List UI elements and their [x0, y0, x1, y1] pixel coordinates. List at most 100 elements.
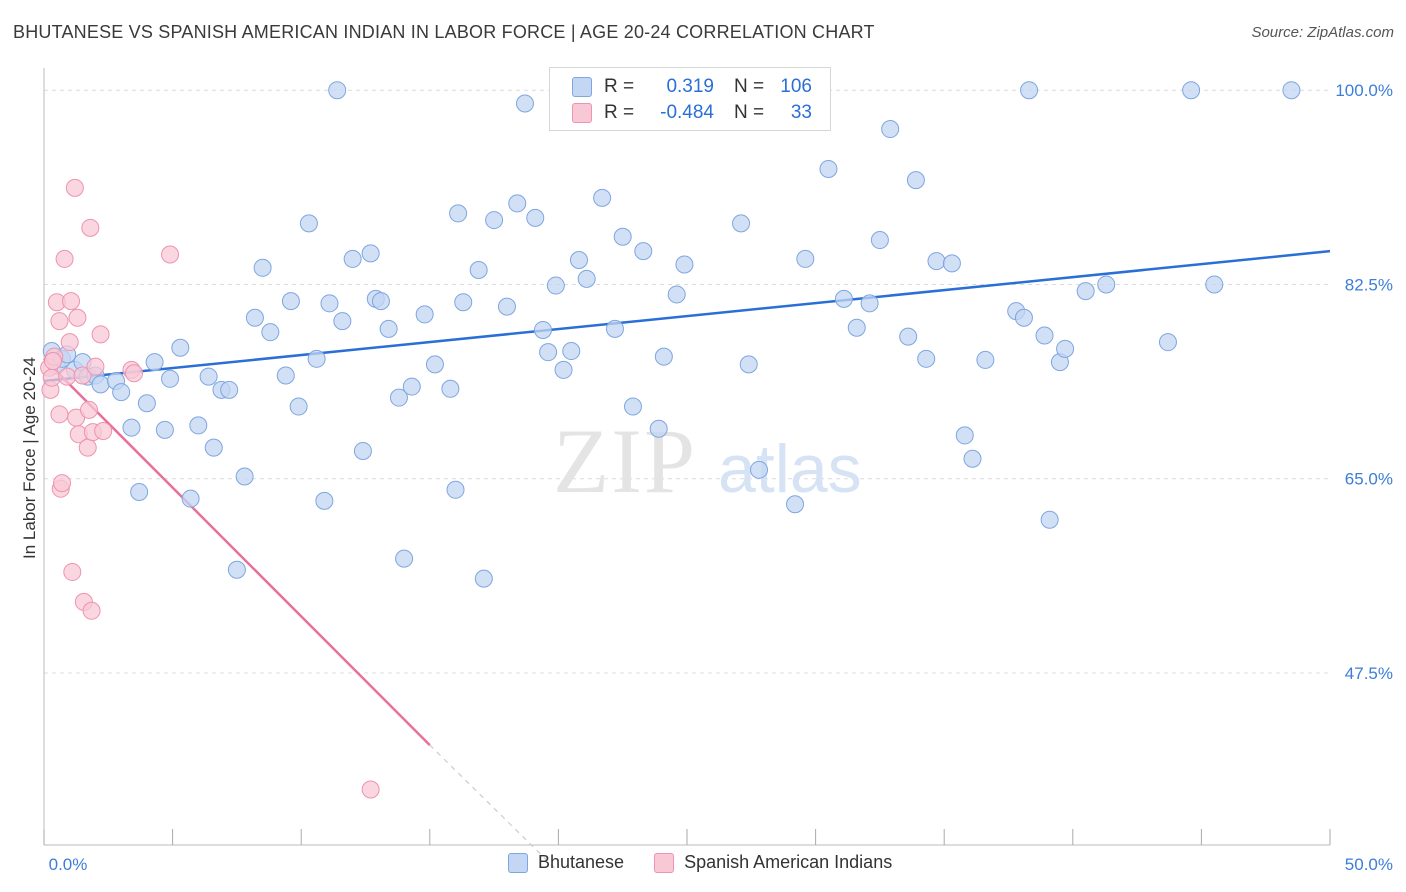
y-tick-label: 47.5%: [1345, 664, 1393, 683]
tick-labels: 47.5% 65.0% 82.5% 100.0% 0.0% 50.0%: [49, 81, 1393, 874]
spanish-american-indian-point: [125, 364, 144, 383]
r-label: R =: [604, 76, 635, 97]
bhutanese-point: [739, 355, 758, 374]
bhutanese-point: [227, 560, 246, 579]
n-value: 106: [780, 76, 812, 97]
bhutanese-point: [881, 120, 900, 139]
bhutanese-point: [917, 349, 936, 368]
bhutanese-point: [1182, 81, 1201, 100]
bhutanese-point: [425, 355, 444, 374]
bhutanese-point: [1014, 308, 1033, 327]
x-tick-label: 0.0%: [49, 855, 88, 874]
legend-label: Bhutanese: [538, 852, 625, 872]
source-label: Source: ZipAtlas.com: [1251, 24, 1394, 41]
bhutanese-point: [474, 569, 493, 588]
bhutanese-point: [320, 294, 339, 313]
bhutanese-point: [441, 379, 460, 398]
bhutanese-point: [562, 342, 581, 361]
bhutanese-point: [253, 258, 272, 277]
blue-swatch: [508, 852, 528, 873]
bhutanese-point: [485, 211, 504, 230]
spanish-american-indian-point: [86, 357, 105, 376]
axes: [43, 68, 1331, 846]
bhutanese-point: [796, 249, 815, 268]
bhutanese-trend-line: [43, 249, 1331, 383]
bhutanese-point: [1040, 510, 1059, 529]
chart-title: BHUTANESE VS SPANISH AMERICAN INDIAN IN …: [13, 22, 875, 42]
spanish-american-indian-point: [50, 405, 69, 424]
trend-lines: [43, 249, 1331, 873]
spanish-american-indian-point: [91, 325, 110, 344]
bhutanese-point: [675, 255, 694, 274]
bhutanese-point: [112, 383, 131, 402]
bhutanese-point: [379, 319, 398, 338]
spanish-american-indian-point: [62, 292, 81, 311]
spanish-american-indian-point: [161, 245, 180, 264]
bhutanese-point: [605, 319, 624, 338]
bhutanese-point: [343, 249, 362, 268]
bhutanese-point: [613, 227, 632, 246]
bhutanese-point: [497, 297, 516, 316]
r-label: R =: [604, 102, 635, 123]
bhutanese-point: [91, 375, 110, 394]
bhutanese-point: [1282, 81, 1301, 100]
bhutanese-point: [145, 353, 164, 372]
bhutanese-point: [623, 397, 642, 416]
r-value: 0.319: [666, 76, 714, 97]
bhutanese-point: [307, 349, 326, 368]
bhutanese-point: [1205, 275, 1224, 294]
bhutanese-point: [634, 242, 653, 261]
bhutanese-point: [155, 420, 174, 439]
bhutanese-point: [1158, 333, 1177, 352]
bhutanese-point: [899, 327, 918, 346]
bhutanese-point: [328, 81, 347, 100]
bhutanese-point: [289, 397, 308, 416]
bhutanese-point: [276, 366, 295, 385]
correlation-legend: R = 0.319 N = 106 R = -0.484 N = 33: [549, 67, 831, 131]
bhutanese-point: [245, 308, 264, 327]
bhutanese-point: [353, 441, 372, 460]
bhutanese-point: [577, 269, 596, 288]
bhutanese-point: [1020, 81, 1039, 100]
bhutanese-point: [122, 418, 141, 437]
bhutanese-point: [546, 276, 565, 295]
n-label: N =: [734, 76, 765, 97]
y-tick-label: 100.0%: [1335, 81, 1393, 100]
spanish-american-indian-point: [65, 178, 84, 197]
spanish-american-indian-point: [361, 780, 380, 799]
bhutanese-point: [819, 160, 838, 179]
bhutanese-point: [199, 367, 218, 386]
bhutanese-point: [130, 483, 149, 502]
bhutanese-point: [371, 292, 390, 311]
bhutanese-point: [539, 343, 558, 362]
bhutanese-point: [860, 294, 879, 313]
spanish-american-indian-point: [55, 249, 74, 268]
bhutanese-point: [750, 460, 769, 479]
bhutanese-point: [786, 495, 805, 514]
watermark-atlas: atlas: [718, 431, 862, 507]
spanish-american-indian-point: [68, 308, 87, 327]
spanish-american-indian-point: [50, 312, 69, 331]
legend-item-spanish-american-indians[interactable]: Spanish American Indians: [654, 852, 892, 873]
bhutanese-point: [515, 94, 534, 113]
legend-item-bhutanese[interactable]: Bhutanese: [508, 852, 624, 873]
bhutanese-point: [469, 261, 488, 280]
series-legend: Bhutanese Spanish American Indians: [508, 852, 922, 873]
bhutanese-point: [1035, 326, 1054, 345]
spanish-american-indian-point: [42, 368, 61, 387]
bhutanese-point: [220, 380, 239, 399]
legend-row-spanish-american-indians: R = -0.484 N = 33: [572, 100, 812, 126]
bhutanese-point: [593, 188, 612, 207]
n-value: 33: [790, 102, 812, 123]
spanish-american-indian-point: [82, 601, 101, 620]
bhutanese-point: [189, 416, 208, 435]
spanish-american-indian-point: [44, 352, 63, 371]
bhutanese-point: [402, 377, 421, 396]
spanish-american-indian-trend-line: [43, 357, 431, 746]
bhutanese-point: [449, 204, 468, 223]
bhutanese-point: [181, 489, 200, 508]
spanish-american-indian-point: [94, 421, 113, 440]
bhutanese-point: [554, 360, 573, 379]
bhutanese-point: [361, 244, 380, 263]
bhutanese-point: [389, 388, 408, 407]
